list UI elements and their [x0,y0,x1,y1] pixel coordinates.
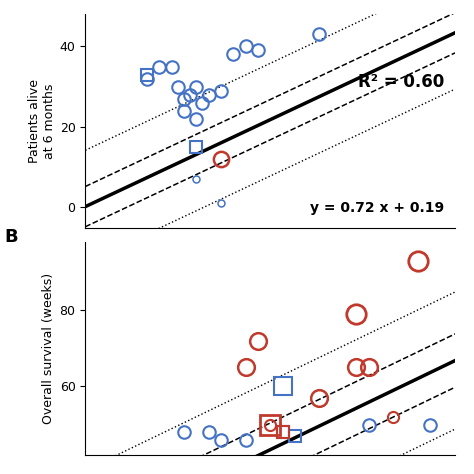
Y-axis label: Patients alive
at 6 months: Patients alive at 6 months [27,79,55,163]
Text: R² = 0.60: R² = 0.60 [358,73,444,91]
Text: B: B [5,228,18,246]
Text: y = 0.72 x + 0.19: y = 0.72 x + 0.19 [310,201,444,215]
Y-axis label: Overall survival (weeks): Overall survival (weeks) [43,273,55,424]
